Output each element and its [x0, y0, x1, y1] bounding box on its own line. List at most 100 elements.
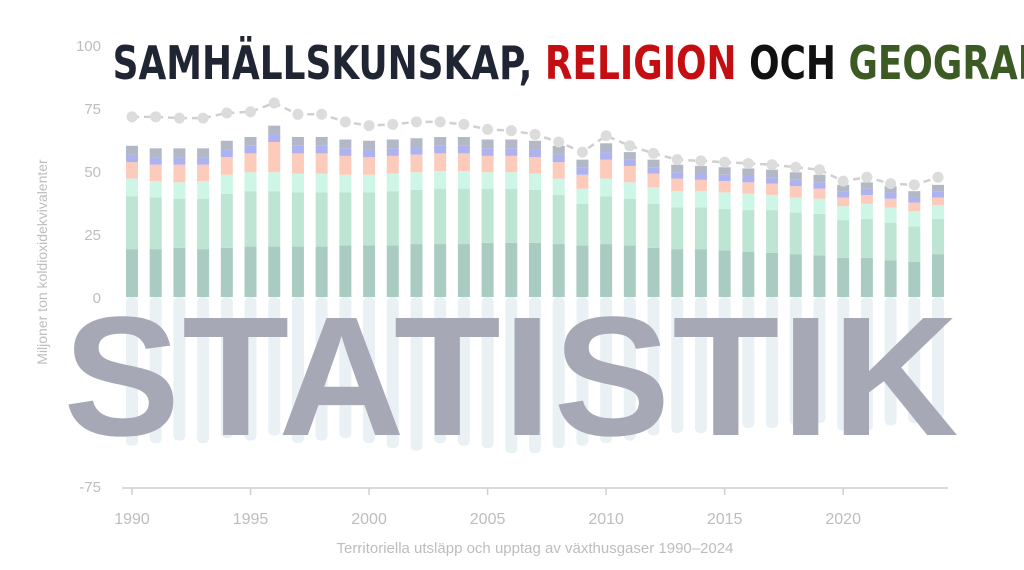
bar-segment-5-1998 — [315, 136, 328, 146]
bar-segment-2-2000 — [363, 174, 376, 193]
bar-segment-4-1997 — [291, 145, 304, 154]
y-tick-labels: -75 0 25 50 75 100 — [76, 38, 101, 496]
bar-removal-2020 — [837, 297, 850, 431]
y-tick-label-0: 0 — [93, 290, 101, 307]
total-point-2008 — [553, 136, 565, 148]
total-point-2018 — [790, 161, 802, 173]
bar-segment-1-1994 — [220, 193, 233, 248]
bar-segment-2-2015 — [718, 192, 731, 209]
bar-segment-3-2016 — [742, 182, 755, 194]
bar-segment-0-1992 — [173, 247, 186, 297]
bar-segment-5-2024 — [932, 184, 944, 192]
total-point-1992 — [173, 112, 185, 124]
bar-segment-4-1992 — [173, 157, 186, 165]
bar-segment-0-1993 — [197, 249, 210, 297]
bar-removal-1995 — [244, 297, 257, 441]
bar-segment-0-2006 — [505, 242, 518, 297]
bar-segment-3-2011 — [623, 165, 636, 183]
bar-segment-5-2015 — [718, 167, 731, 175]
bar-removal-1993 — [197, 297, 210, 444]
bar-segment-3-2009 — [576, 174, 589, 189]
bar-segment-5-2022 — [884, 186, 897, 193]
bar-segment-5-2006 — [505, 139, 518, 149]
course-title: SAMHÄLLSKUNSKAP, RELIGION OCH GEOGRAFI — [113, 36, 1024, 90]
bar-segment-1-1990 — [126, 196, 138, 250]
bar-segment-3-1997 — [291, 153, 304, 174]
bar-segment-0-2003 — [434, 244, 447, 297]
title-word-religion: RELIGION — [544, 36, 737, 90]
bar-segment-3-1996 — [268, 142, 281, 173]
x-tick-labels: 1990 1995 2000 2005 2010 2015 2020 — [114, 511, 861, 528]
bar-segment-1-2007 — [529, 189, 541, 243]
bar-segment-1-1998 — [315, 192, 328, 247]
bar-segment-3-1992 — [173, 164, 186, 183]
bar-segment-5-1993 — [197, 148, 210, 158]
bar-segment-3-2022 — [884, 198, 897, 208]
y-tick-label-75: 75 — [84, 101, 101, 118]
bar-segment-5-1997 — [291, 136, 304, 146]
bar-segment-4-2009 — [576, 167, 589, 175]
bar-removal-1998 — [315, 297, 328, 441]
bar-segment-2-2002 — [410, 172, 423, 190]
bar-segment-2-2009 — [576, 188, 589, 204]
bar-segment-3-2019 — [813, 188, 826, 199]
bar-segment-1-2016 — [742, 210, 755, 252]
total-point-2012 — [648, 147, 660, 159]
bar-segment-2-1999 — [339, 174, 352, 193]
bar-segment-3-1995 — [244, 153, 257, 173]
bar-segment-0-2024 — [932, 254, 944, 297]
bar-segment-5-2005 — [481, 139, 494, 149]
x-tick-label-2020: 2020 — [825, 511, 861, 528]
bar-segment-5-2014 — [694, 165, 707, 174]
bar-segment-1-2010 — [600, 196, 613, 245]
bar-segment-4-2012 — [647, 167, 660, 174]
bar-segment-1-2009 — [576, 203, 589, 246]
bar-segment-0-1991 — [149, 249, 162, 297]
bar-segment-4-2019 — [813, 182, 826, 189]
total-emissions-line — [126, 97, 944, 191]
bar-removal-2023 — [908, 297, 921, 423]
bar-segment-4-2010 — [600, 152, 613, 160]
bar-removal-2011 — [623, 297, 636, 441]
bar-segment-1-2013 — [671, 207, 684, 250]
bar-segment-4-1995 — [244, 145, 257, 154]
bar-segment-3-2001 — [386, 155, 399, 174]
bar-segment-5-2002 — [410, 138, 423, 148]
bar-segment-5-1990 — [126, 145, 138, 155]
total-point-2019 — [813, 164, 825, 176]
bar-segment-0-2002 — [410, 244, 423, 297]
title-word-och: OCH — [749, 36, 836, 90]
bar-segment-0-2017 — [766, 252, 779, 297]
bar-segment-3-1999 — [339, 155, 352, 175]
bar-removal-2021 — [860, 297, 873, 431]
bar-segment-3-2021 — [860, 194, 873, 204]
bar-removal-2018 — [789, 297, 802, 426]
total-point-2007 — [529, 128, 541, 140]
bar-segment-5-1991 — [149, 148, 162, 158]
removal-bars — [126, 297, 944, 454]
bar-segment-4-2021 — [860, 188, 873, 195]
bar-segment-5-2008 — [552, 145, 565, 155]
bar-segment-2-2005 — [481, 172, 494, 189]
bar-segment-5-2007 — [529, 140, 541, 150]
total-point-1990 — [126, 111, 138, 123]
bar-segment-0-2001 — [386, 245, 399, 297]
bar-segment-2-2019 — [813, 198, 826, 214]
bar-segment-1-2006 — [505, 188, 518, 243]
bar-segment-4-1994 — [220, 149, 233, 158]
bar-segment-1-2014 — [694, 207, 707, 250]
bar-removal-2010 — [600, 297, 613, 444]
total-point-1995 — [245, 106, 257, 118]
total-point-2006 — [505, 125, 517, 137]
bar-segment-4-1990 — [126, 154, 138, 163]
bar-removal-2000 — [363, 297, 376, 444]
total-point-2017 — [766, 159, 778, 171]
bar-segment-1-1999 — [339, 192, 352, 246]
bar-removal-1994 — [220, 297, 233, 439]
bar-removal-2017 — [766, 297, 779, 429]
bar-segment-5-2009 — [576, 159, 589, 168]
bar-removal-1996 — [268, 297, 281, 436]
bar-segment-4-2018 — [789, 179, 802, 187]
bar-segment-5-1999 — [339, 139, 352, 149]
bar-segment-1-2020 — [837, 220, 850, 258]
